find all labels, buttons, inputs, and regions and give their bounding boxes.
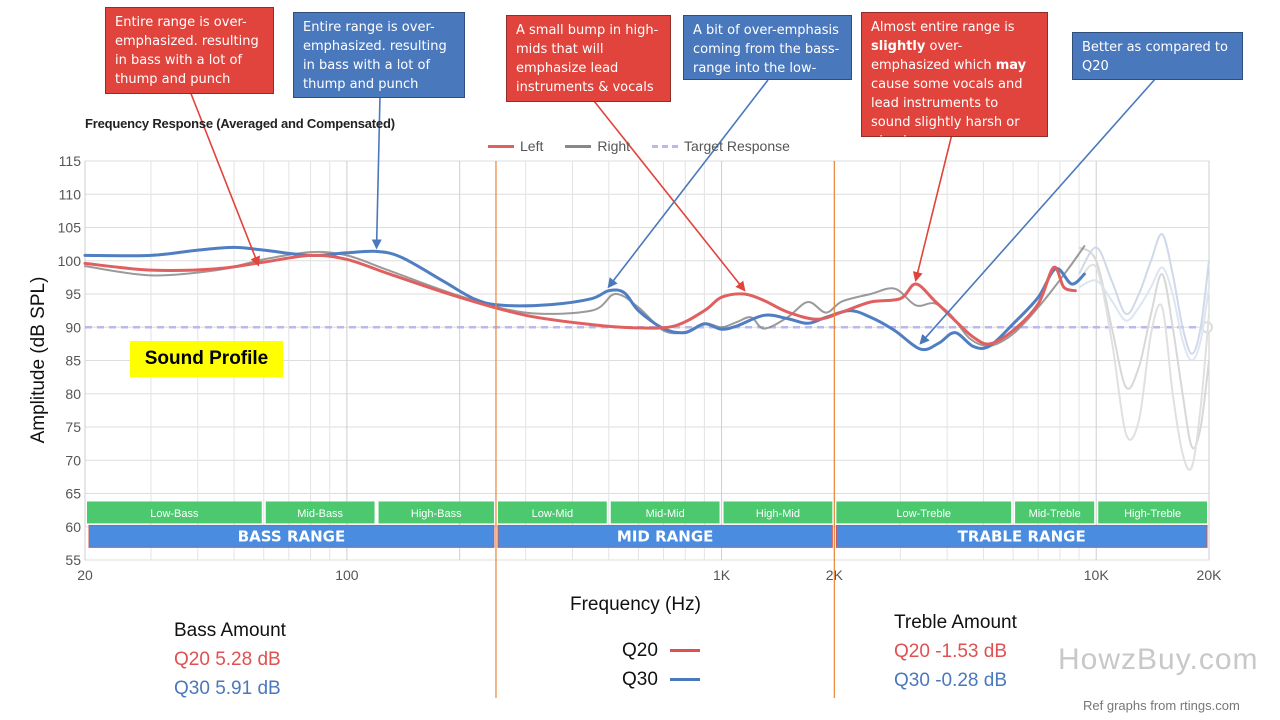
bass-amount-q30: Q30 5.91 dB — [174, 678, 281, 699]
y-tick-label: 100 — [58, 253, 82, 269]
callout-q20-treble-part-4: may — [995, 58, 1027, 73]
annotation-arrow — [919, 77, 1157, 345]
callout-q30-low-mids: A bit of over-emphasis coming from the b… — [683, 15, 852, 95]
callout-q20-high-mids: A small bump in high-mids that will emph… — [506, 15, 671, 102]
band-label: Low-Bass — [150, 508, 199, 520]
callout-q20-treble: Almost entire range is slightly over-emp… — [861, 12, 1048, 149]
series-line-right — [84, 245, 1086, 347]
faded-high-treble-trace — [1078, 263, 1210, 471]
faded-high-treble-trace — [1078, 266, 1210, 362]
band-bar — [378, 501, 494, 524]
model-legend-q30-label: Q30 — [622, 669, 658, 690]
series-line-q30 — [83, 245, 1086, 352]
legend-target-label: Target Response — [684, 138, 790, 154]
x-tick-label: 10K — [1084, 567, 1110, 583]
x-tick-label: 100 — [335, 567, 359, 583]
band-bar — [610, 501, 720, 524]
annotation-arrow — [593, 100, 746, 292]
annotation-arrow — [912, 133, 953, 282]
treble-amount-q20: Q20 -1.53 dB — [894, 641, 1008, 662]
band-bar — [1098, 501, 1207, 524]
treble-amount-q30: Q30 -0.28 dB — [894, 670, 1008, 691]
band-bar — [265, 501, 375, 524]
legend-left-swatch — [488, 144, 514, 148]
treble-amount-title: Treble Amount — [894, 612, 1017, 633]
band-label: Low-Mid — [532, 508, 574, 520]
band-bar — [723, 501, 833, 524]
chart-legend: Left Right Target Response — [488, 138, 790, 154]
watermark-logo: HowzBuy.com — [1058, 643, 1259, 676]
range-label: MID RANGE — [617, 528, 713, 546]
legend-left-label: Left — [520, 138, 544, 154]
model-legend-q20-label: Q20 — [622, 640, 658, 661]
band-bar — [836, 501, 1012, 524]
callout-q20-bass: Entire range is over-emphasized. resulti… — [105, 7, 274, 94]
legend-target-swatch — [652, 144, 679, 148]
x-tick-label: 20K — [1197, 567, 1223, 583]
y-tick-label: 80 — [65, 386, 81, 402]
bass-amount-summary: Bass Amount Q20 5.28 dB Q30 5.91 dB — [174, 616, 286, 703]
range-bar — [497, 524, 833, 548]
legend-left: Left — [488, 138, 543, 154]
band-label: Low-Treble — [896, 508, 951, 520]
model-legend-q20: Q20 — [622, 636, 700, 665]
model-legend-q20-line — [669, 649, 700, 652]
range-label: TRABLE RANGE — [958, 528, 1086, 546]
source-credit: Ref graphs from rtings.com — [1083, 698, 1240, 713]
legend-right-label: Right — [597, 138, 631, 154]
range-bar — [88, 524, 495, 548]
y-tick-label: 65 — [65, 486, 81, 502]
y-axis-label: Amplitude (dB SPL) — [28, 276, 49, 444]
callout-q20-treble-part-3: over-emphasized which — [871, 39, 996, 73]
x-tick-label: 1K — [713, 567, 731, 583]
y-tick-label: 95 — [65, 286, 81, 302]
bass-amount-title: Bass Amount — [174, 620, 286, 641]
sound-profile-label: Sound Profile — [130, 341, 283, 377]
y-tick-label: 90 — [65, 319, 81, 335]
series-line-left — [83, 253, 1077, 346]
callout-q30-bass: Entire range is over-emphasized. resulti… — [293, 12, 465, 98]
legend-target: Target Response — [652, 138, 790, 154]
bass-amount-q20: Q20 5.28 dB — [174, 649, 281, 670]
y-tick-label: 110 — [59, 186, 82, 202]
band-label: High-Mid — [756, 508, 800, 520]
band-label: High-Bass — [411, 508, 462, 520]
x-tick-label: 20 — [77, 567, 93, 583]
y-tick-label: 60 — [65, 519, 81, 535]
faded-high-treble-trace — [1078, 233, 1210, 355]
model-legend: Q20 Q30 — [622, 636, 700, 694]
treble-amount-summary: Treble Amount Q20 -1.53 dB Q30 -0.28 dB — [894, 608, 1017, 695]
legend-right: Right — [565, 138, 630, 154]
y-tick-label: 75 — [65, 419, 81, 435]
annotation-arrow — [371, 95, 382, 250]
annotation-arrow — [607, 79, 769, 289]
x-axis-label: Frequency (Hz) — [570, 594, 701, 615]
band-bar — [497, 501, 607, 524]
y-tick-label: 105 — [58, 220, 82, 236]
band-bar — [87, 501, 262, 524]
band-label: Mid-Mid — [646, 508, 685, 520]
callout-q20-treble-part-5: cause some vocals and lead instruments t… — [871, 77, 1023, 149]
y-tick-label: 85 — [65, 353, 81, 369]
y-tick-label: 55 — [65, 552, 81, 568]
callout-q20-treble-part-1: Almost entire range is — [871, 20, 1015, 35]
band-label: Mid-Bass — [297, 508, 343, 520]
band-label: Mid-Treble — [1029, 508, 1081, 520]
model-legend-q30-line — [669, 678, 700, 681]
y-tick-label: 70 — [65, 452, 81, 468]
model-legend-q30: Q30 — [622, 665, 700, 694]
range-label: BASS RANGE — [238, 528, 345, 546]
callout-q30-treble: Better as compared to Q20 — [1072, 32, 1243, 80]
band-bar — [1015, 501, 1095, 524]
y-tick-label: 115 — [59, 153, 82, 169]
annotation-arrow — [187, 85, 260, 267]
chart-title: Frequency Response (Averaged and Compens… — [85, 116, 395, 131]
callout-q20-treble-part-2: slightly — [871, 39, 926, 54]
range-bar — [835, 524, 1208, 548]
legend-right-swatch — [565, 144, 592, 148]
faded-high-treble-trace — [1078, 246, 1210, 450]
band-label: High-Treble — [1124, 508, 1181, 520]
